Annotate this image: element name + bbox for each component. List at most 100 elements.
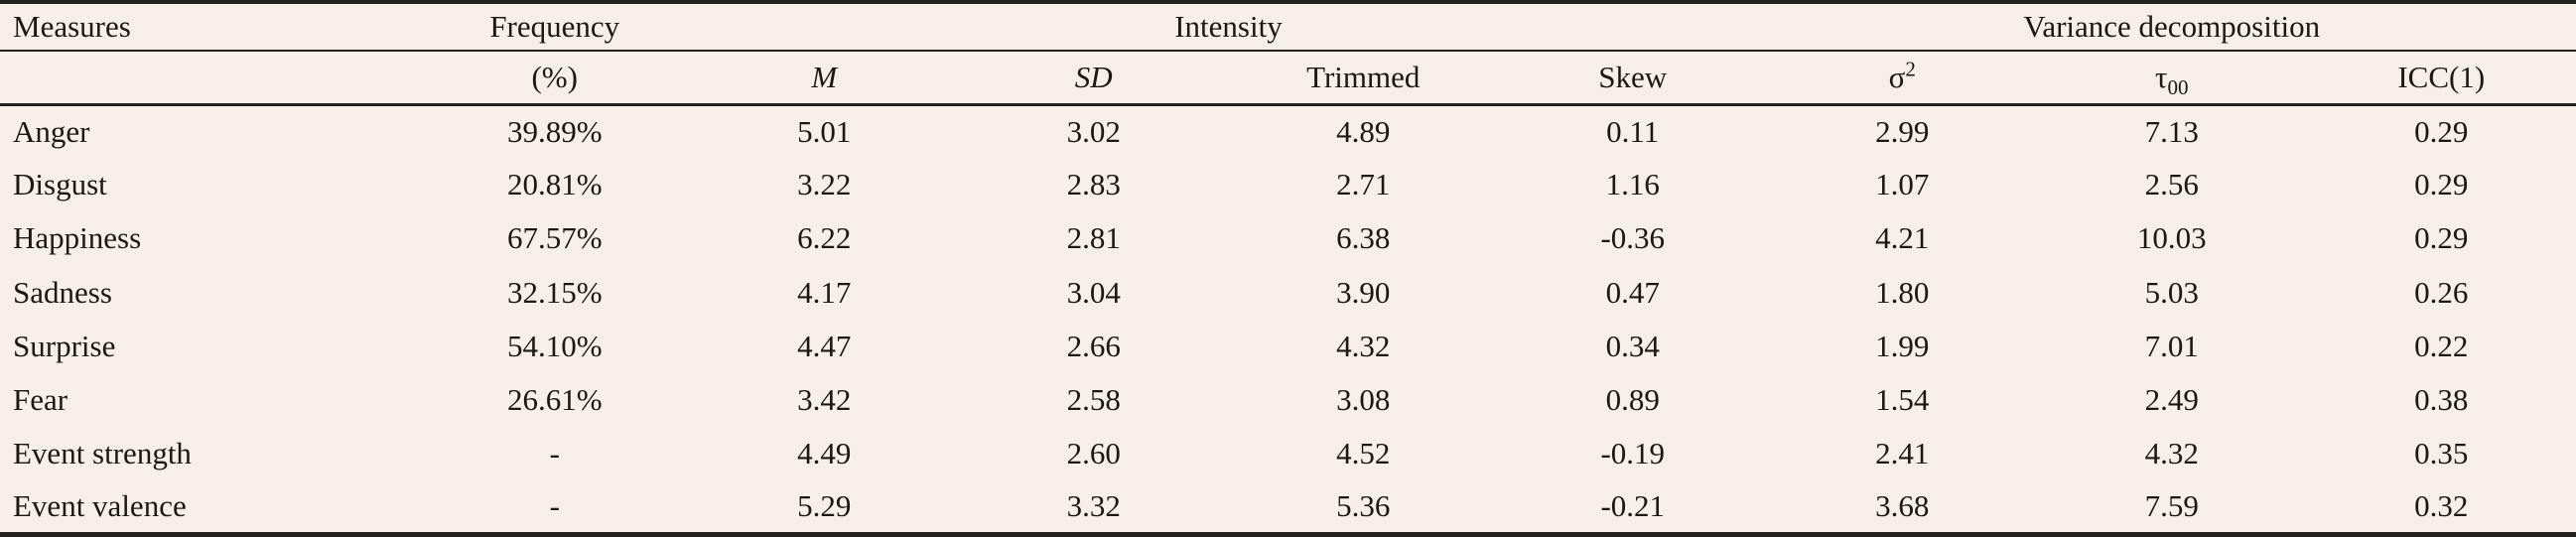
tau-subscript: 00 (2167, 74, 2189, 99)
data-cell: 67.57% (506, 220, 603, 256)
row-label: Event strength (13, 436, 192, 471)
table-row-disgust: Disgust 20.81% 3.22 2.83 2.71 1.16 1.07 … (0, 158, 2576, 211)
data-cell: 39.89% (506, 113, 603, 149)
data-cell: 2.49 (2144, 381, 2199, 417)
data-cell: - (549, 488, 560, 524)
data-cell: 7.13 (2144, 113, 2199, 149)
sub-header-row: (%) M SD Trimmed Skew σ2 τ00 ICC(1) (0, 51, 2576, 106)
data-cell: 6.38 (1336, 220, 1391, 256)
group-header-row: Measures Frequency Intensity Variance de… (0, 2, 2576, 52)
table-row-fear: Fear 26.61% 3.42 2.58 3.08 0.89 1.54 2.4… (0, 373, 2576, 427)
row-label: Surprise (13, 328, 116, 363)
subheader-sigma-squared: σ2 (1767, 51, 2037, 106)
subheader-sd: SD (958, 51, 1229, 106)
data-cell: 2.56 (2144, 167, 2199, 202)
row-label: Fear (13, 381, 68, 417)
data-cell: 0.11 (1606, 113, 1660, 149)
table-row-sadness: Sadness 32.15% 4.17 3.04 3.90 0.47 1.80 … (0, 266, 2576, 320)
data-cell: 2.41 (1875, 436, 1930, 471)
data-cell: 0.35 (2414, 436, 2469, 471)
data-cell: 5.03 (2144, 274, 2199, 310)
table-row-event-strength: Event strength - 4.49 2.60 4.52 -0.19 2.… (0, 427, 2576, 480)
data-cell: 2.81 (1066, 220, 1121, 256)
row-label: Event valence (13, 488, 187, 524)
sigma-symbol: σ (1888, 59, 1906, 94)
row-label: Disgust (13, 167, 107, 202)
data-cell: 1.99 (1875, 328, 1930, 363)
data-cell: -0.36 (1600, 220, 1666, 256)
header-intensity: Intensity (689, 2, 1768, 52)
data-cell: 2.99 (1875, 113, 1930, 149)
subheader-tau-00: τ00 (2036, 51, 2307, 106)
data-cell: 26.61% (506, 381, 603, 417)
data-cell: 3.08 (1336, 381, 1391, 417)
data-cell: 7.59 (2144, 488, 2199, 524)
data-cell: -0.19 (1600, 436, 1666, 471)
data-cell: 1.80 (1875, 274, 1930, 310)
data-cell: 4.17 (797, 274, 852, 310)
data-cell: 6.22 (797, 220, 852, 256)
row-label: Sadness (13, 274, 112, 310)
data-cell: 20.81% (506, 167, 603, 202)
subheader-icc1: ICC(1) (2306, 51, 2576, 106)
data-cell: 0.29 (2414, 167, 2469, 202)
data-cell: 7.01 (2144, 328, 2199, 363)
data-cell: 2.60 (1066, 436, 1121, 471)
subheader-skew: Skew (1497, 51, 1768, 106)
data-cell: 3.68 (1875, 488, 1930, 524)
data-cell: 3.90 (1336, 274, 1391, 310)
subheader-trimmed: Trimmed (1228, 51, 1498, 106)
data-cell: 0.29 (2414, 113, 2469, 149)
data-cell: 0.32 (2414, 488, 2469, 524)
data-cell: 4.49 (797, 436, 852, 471)
sigma-exponent: 2 (1905, 57, 1916, 81)
table-row-happiness: Happiness 67.57% 6.22 2.81 6.38 -0.36 4.… (0, 211, 2576, 265)
data-cell: 0.22 (2414, 328, 2469, 363)
subheader-empty (0, 51, 420, 106)
data-cell: 4.32 (1336, 328, 1391, 363)
data-cell: 0.34 (1605, 328, 1660, 363)
data-cell: 0.26 (2414, 274, 2469, 310)
data-cell: 2.83 (1066, 167, 1121, 202)
header-measures: Measures (0, 2, 420, 52)
data-cell: 3.22 (797, 167, 852, 202)
data-cell: 4.32 (2144, 436, 2199, 471)
data-cell: 5.01 (797, 113, 852, 149)
table-row-surprise: Surprise 54.10% 4.47 2.66 4.32 0.34 1.99… (0, 320, 2576, 373)
data-cell: 32.15% (506, 274, 603, 310)
data-cell: 3.42 (797, 381, 852, 417)
data-cell: 3.32 (1066, 488, 1121, 524)
data-cell: 0.29 (2414, 220, 2469, 256)
data-cell: 0.47 (1605, 274, 1660, 310)
header-frequency: Frequency (419, 2, 690, 52)
data-cell: 4.89 (1336, 113, 1391, 149)
data-cell: 3.02 (1066, 113, 1121, 149)
data-cell: 5.29 (797, 488, 852, 524)
data-cell: 3.04 (1066, 274, 1121, 310)
data-cell: 1.54 (1875, 381, 1930, 417)
data-cell: 0.89 (1605, 381, 1660, 417)
data-cell: - (549, 436, 560, 471)
data-cell: 2.71 (1336, 167, 1391, 202)
tau-symbol: τ (2155, 59, 2168, 94)
data-cell: 1.16 (1605, 167, 1660, 202)
data-cell: 2.58 (1066, 381, 1121, 417)
row-label: Anger (13, 113, 90, 149)
table-row-event-valence: Event valence - 5.29 3.32 5.36 -0.21 3.6… (0, 480, 2576, 534)
data-cell: 0.38 (2414, 381, 2469, 417)
header-variance-decomposition: Variance decomposition (1767, 2, 2576, 52)
data-cell: 10.03 (2136, 220, 2207, 256)
subheader-percent: (%) (419, 51, 690, 106)
data-cell: 5.36 (1336, 488, 1391, 524)
subheader-mean: M (689, 51, 959, 106)
data-cell: 54.10% (506, 328, 603, 363)
row-label: Happiness (13, 220, 142, 256)
data-cell: 4.52 (1336, 436, 1391, 471)
data-cell: 2.66 (1066, 328, 1121, 363)
data-cell: 4.21 (1875, 220, 1930, 256)
data-cell: 1.07 (1875, 167, 1930, 202)
data-cell: -0.21 (1600, 488, 1666, 524)
data-cell: 4.47 (797, 328, 852, 363)
